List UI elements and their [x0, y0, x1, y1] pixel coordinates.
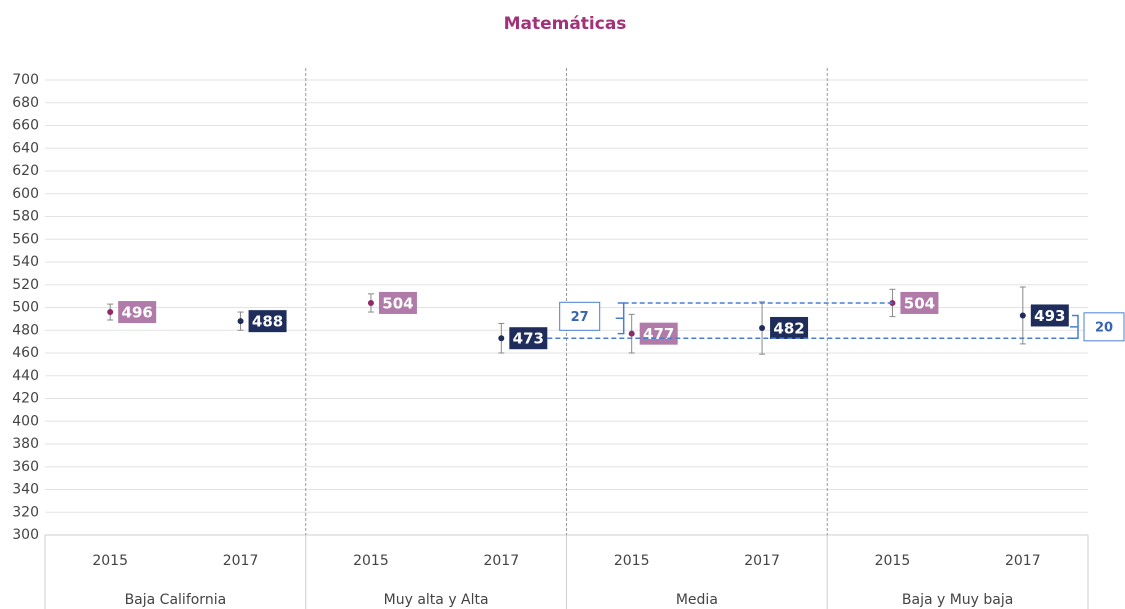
- y-tick-label: 700: [12, 72, 39, 88]
- label-box: [900, 291, 939, 314]
- bracket: [1070, 314, 1079, 339]
- label-box: [118, 301, 157, 324]
- x-tick-label: 2017: [744, 553, 780, 569]
- point: [237, 318, 244, 325]
- group-label: Baja y Muy baja: [902, 592, 1013, 608]
- label-box: [509, 327, 548, 350]
- label-box: [248, 310, 287, 333]
- annotation: 27: [571, 310, 589, 325]
- y-tick-label: 460: [12, 345, 39, 361]
- x-tick-label: 2015: [92, 553, 128, 569]
- x-tick-label: 2015: [353, 553, 389, 569]
- data-label: 496: [122, 304, 153, 322]
- x-tick-label: 2015: [875, 553, 911, 569]
- y-tick-label: 400: [12, 413, 39, 429]
- label-box: [1030, 304, 1069, 327]
- y-tick-label: 380: [12, 436, 39, 452]
- annotation-box: [1083, 312, 1125, 342]
- y-tick-label: 660: [12, 118, 39, 134]
- group-label: Media: [676, 592, 718, 608]
- y-tick-label: 600: [12, 186, 39, 202]
- label-box: [639, 322, 678, 345]
- point: [1019, 312, 1026, 319]
- x-tick-label: 2015: [614, 553, 650, 569]
- point: [498, 335, 505, 342]
- point: [367, 299, 374, 306]
- point: [107, 309, 114, 316]
- point: [628, 330, 635, 337]
- data-label: 473: [513, 330, 544, 348]
- x-tick-label: 2017: [483, 553, 519, 569]
- y-tick-label: 540: [12, 254, 39, 270]
- chart-title: Matemáticas: [504, 14, 627, 34]
- y-tick-label: 480: [12, 322, 39, 338]
- point: [759, 324, 766, 331]
- annotation-box: [559, 301, 601, 331]
- data-label: 493: [1034, 307, 1065, 325]
- y-tick-label: 560: [12, 231, 39, 247]
- y-tick-label: 640: [12, 140, 39, 156]
- data-label: 482: [773, 319, 804, 337]
- group-label: Muy alta y Alta: [384, 592, 489, 608]
- bracket: [615, 302, 625, 335]
- x-tick-label: 2017: [223, 553, 259, 569]
- y-tick-label: 580: [12, 209, 39, 225]
- group-label: Baja California: [125, 592, 227, 608]
- y-tick-label: 320: [12, 504, 39, 520]
- annotation: 20: [1095, 320, 1113, 335]
- x-tick-label: 2017: [1005, 553, 1041, 569]
- label-box: [378, 291, 417, 314]
- y-tick-label: 440: [12, 368, 39, 384]
- y-tick-label: 620: [12, 163, 39, 179]
- y-tick-label: 500: [12, 300, 39, 316]
- data-label: 488: [252, 313, 283, 331]
- label-box: [770, 316, 809, 339]
- y-tick-label: 300: [12, 527, 39, 543]
- y-tick-label: 420: [12, 391, 39, 407]
- data-label: 504: [904, 294, 935, 312]
- y-tick-label: 520: [12, 277, 39, 293]
- data-label: 477: [643, 325, 674, 343]
- y-tick-label: 340: [12, 482, 39, 498]
- y-tick-label: 680: [12, 95, 39, 111]
- data-label: 504: [382, 294, 413, 312]
- y-tick-label: 360: [12, 459, 39, 475]
